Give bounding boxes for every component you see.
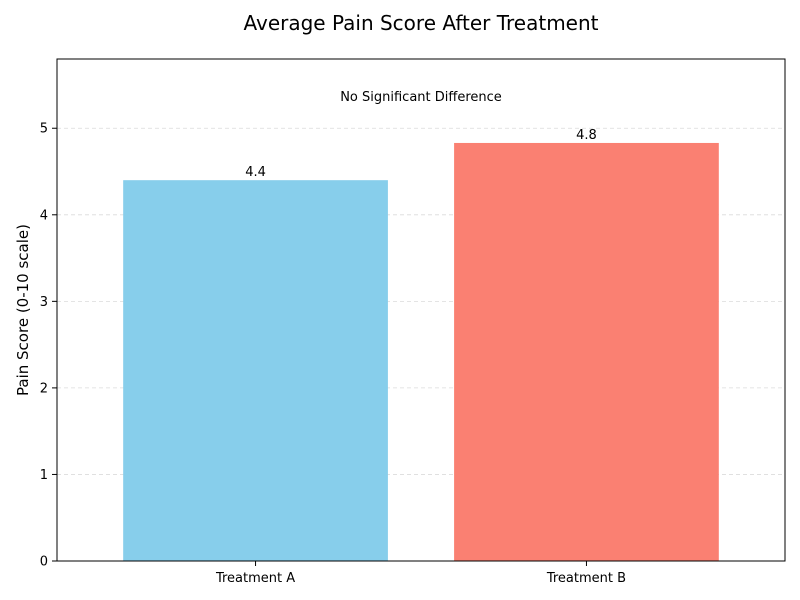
bar xyxy=(123,180,388,561)
x-tick-label: Treatment A xyxy=(215,571,295,586)
data-labels: 4.4 4.8 xyxy=(245,128,597,180)
y-tick-label: 2 xyxy=(40,381,48,396)
bar xyxy=(454,142,719,561)
x-tick-label: Treatment B xyxy=(546,571,626,586)
plot-frame xyxy=(56,58,786,562)
y-tick-label: 4 xyxy=(40,208,48,223)
x-axis: Treatment A Treatment B xyxy=(215,561,626,586)
bar-value-label: 4.4 xyxy=(245,165,266,180)
y-axis-label: Pain Score (0-10 scale) xyxy=(14,224,32,396)
bar-value-label: 4.8 xyxy=(576,128,597,143)
annotation-text: No Significant Difference xyxy=(340,90,502,105)
y-axis: 0 1 2 3 4 5 xyxy=(40,122,57,570)
y-tick-label: 1 xyxy=(40,468,48,483)
y-tick-label: 0 xyxy=(40,555,48,570)
y-tick-label: 3 xyxy=(40,295,48,310)
bars xyxy=(123,142,719,561)
y-tick-label: 5 xyxy=(40,122,48,137)
chart-title: Average Pain Score After Treatment xyxy=(243,11,598,35)
